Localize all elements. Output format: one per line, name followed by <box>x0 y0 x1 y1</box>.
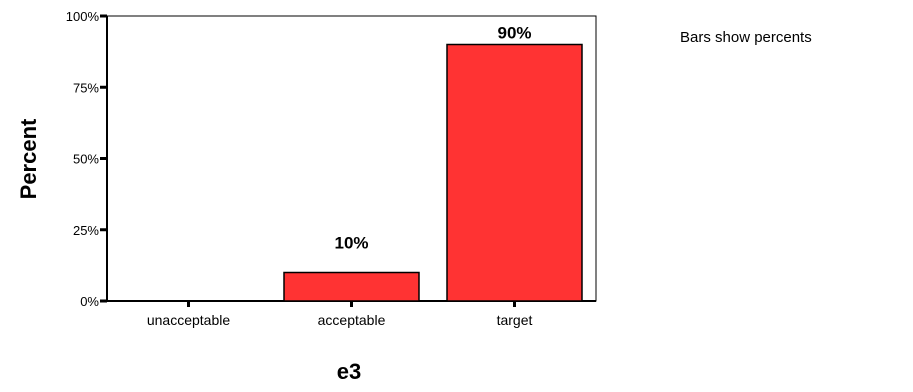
y-tick-label: 75% <box>73 80 99 95</box>
bar-target <box>446 43 583 302</box>
y-tick-label: 50% <box>73 152 99 167</box>
x-tick-label: target <box>497 312 533 328</box>
y-tick-label: 100% <box>66 9 100 24</box>
chart-note: Bars show percents <box>680 29 812 46</box>
y-tick-label: 25% <box>73 223 99 238</box>
x-tick-label: acceptable <box>318 312 386 328</box>
y-tick-label: 0% <box>80 294 99 309</box>
y-axis-title: Percent <box>16 118 41 199</box>
x-tick-label: unacceptable <box>147 312 231 328</box>
bar-acceptable <box>283 271 420 302</box>
data-label: 10% <box>334 234 368 253</box>
data-label: 90% <box>497 24 531 43</box>
x-axis-title: e3 <box>337 359 361 384</box>
